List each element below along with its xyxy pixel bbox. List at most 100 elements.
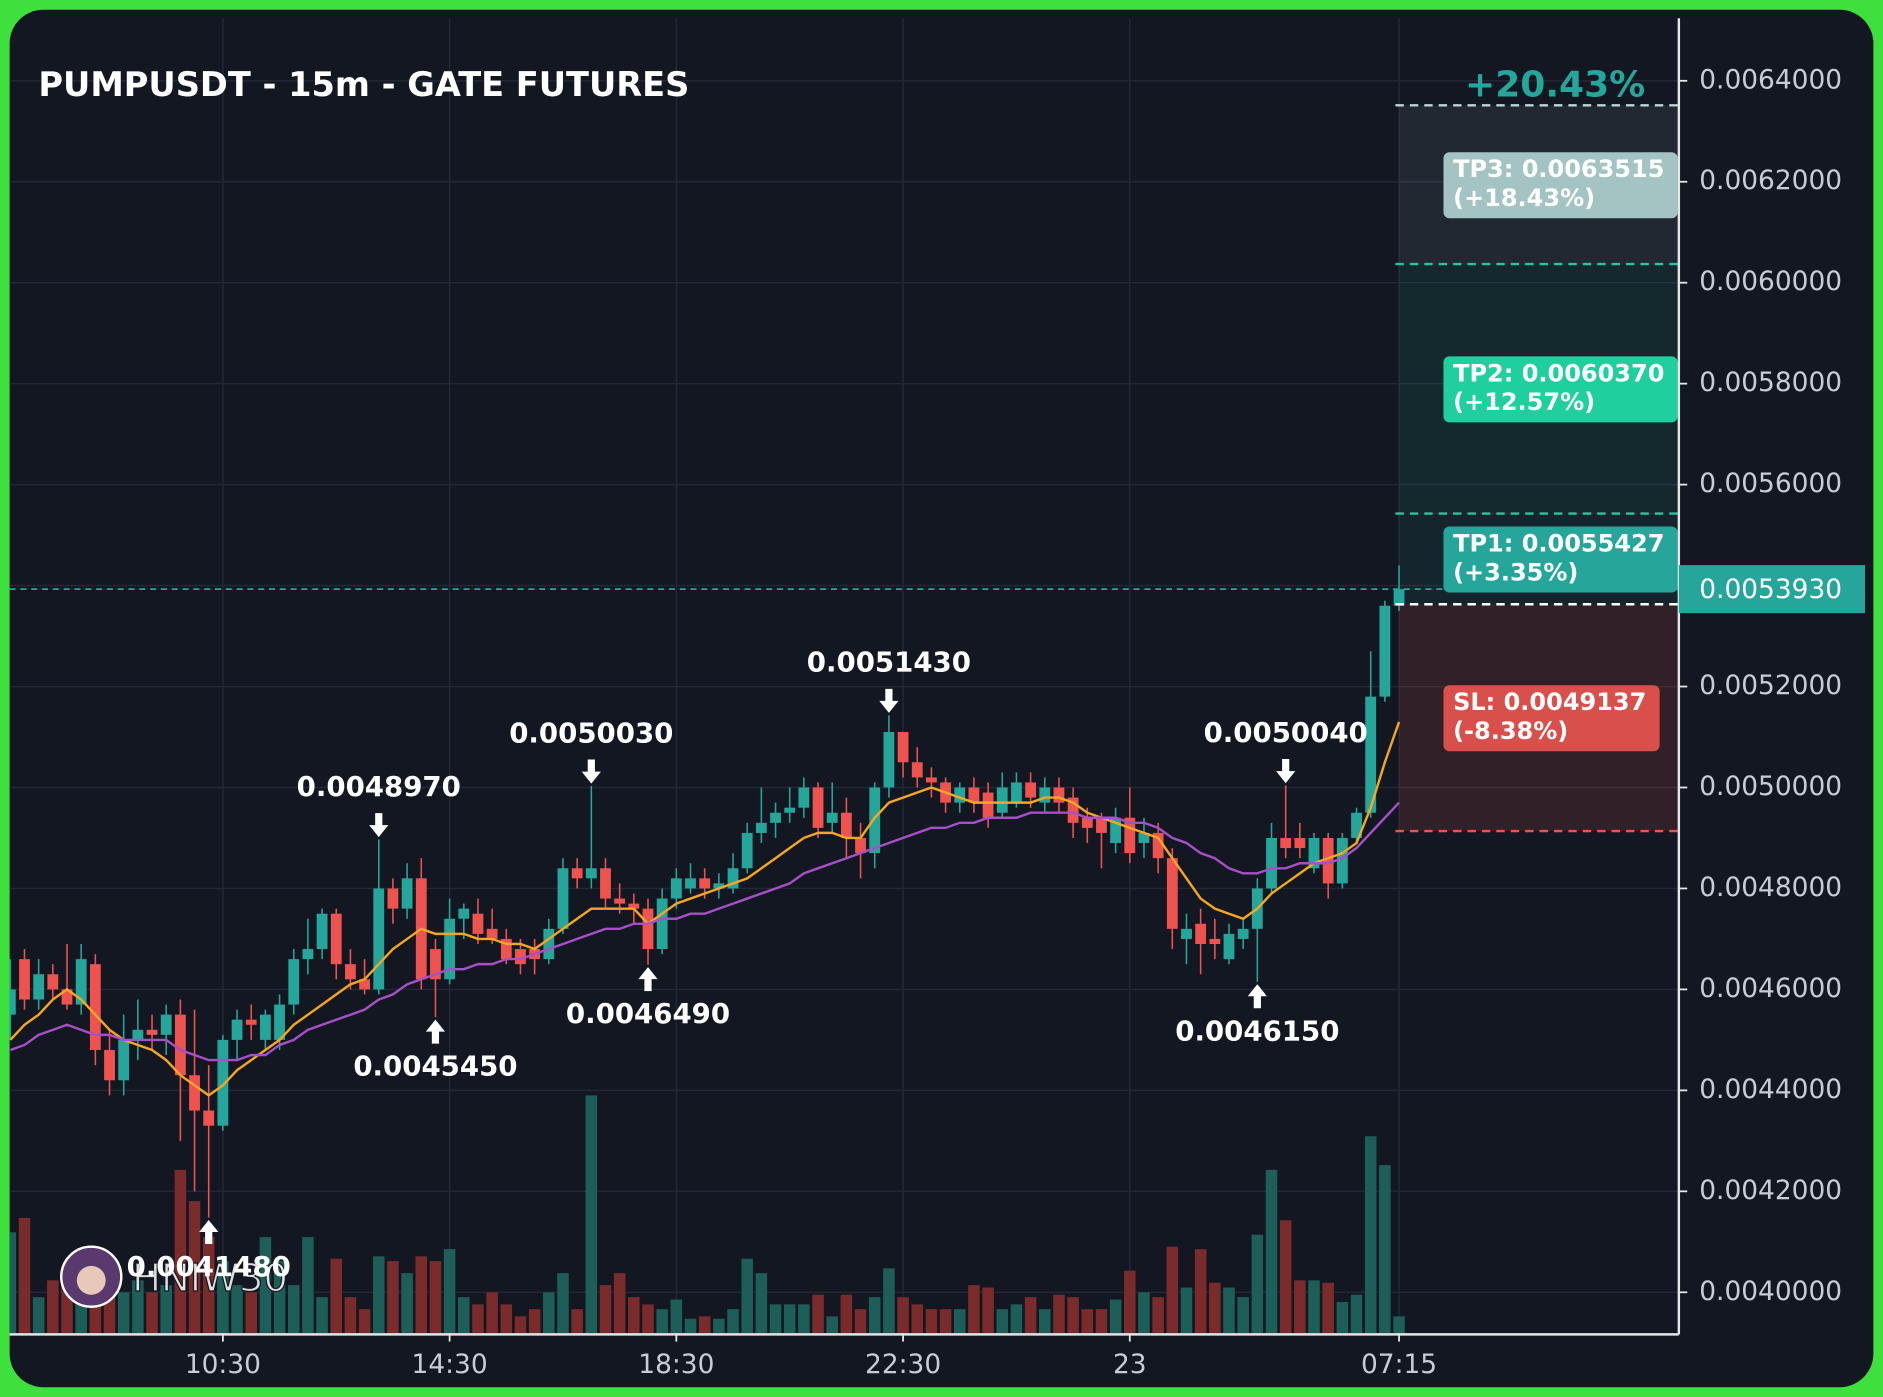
candle-body [1138,832,1150,844]
volume-bar [543,1292,555,1334]
annotation-label: 0.0050030 [509,716,673,749]
candle-body [1124,817,1136,854]
candle-body [869,787,881,854]
volume-bar [1124,1270,1136,1334]
volume-bar [344,1297,357,1334]
volume-bar [755,1273,768,1334]
volume-bar [1251,1234,1264,1334]
candle-body [359,979,370,990]
level-label: TP2: 0.0060370 [1453,359,1664,387]
candle-body [926,777,937,783]
candle-body [670,878,682,899]
candle-body [770,812,781,823]
volume-bar [528,1309,541,1334]
volume-bar [557,1273,569,1334]
candle-body [1351,812,1362,838]
candle-body [1308,837,1320,869]
annotation-label: 0.0050040 [1204,716,1368,749]
volume-bar [372,1256,385,1334]
volume-bar [146,1292,158,1334]
candle-body [826,812,838,823]
volume-bar [387,1261,399,1334]
candle-body [104,1049,115,1081]
y-tick-label: 0.0048000 [1699,872,1842,903]
candle-body [274,1004,285,1040]
volume-bar [188,1201,201,1334]
candle-body [996,787,1008,813]
candle-body [840,812,852,838]
overlay: TP3: 0.0063515(+18.43%) TP2: 0.0060370(+1… [60,65,1679,1308]
volume-bar [302,1237,314,1334]
volume-bar [18,1217,31,1334]
volume-bar [330,1258,343,1334]
volume-bar [103,1297,116,1334]
candle-body [1039,787,1051,803]
candle-body [1152,832,1164,859]
annotation-label: 0.0045450 [353,1050,517,1083]
y-tick-label: 0.0040000 [1699,1276,1842,1307]
volume-bar [514,1316,527,1334]
volume-bar [1081,1309,1094,1334]
candle-body [1322,837,1334,884]
candle-body [444,918,456,980]
candle-body [61,989,73,1005]
x-tick-label: 07:15 [1361,1349,1437,1380]
y-tick-label: 0.0052000 [1699,670,1842,701]
level-change: (+12.57%) [1453,388,1595,416]
volume-bar [47,1280,59,1334]
level-box [1443,526,1678,593]
candle-body [132,1029,144,1040]
candle-body [9,989,16,1015]
volume-bar [1024,1297,1037,1334]
candle-body [1110,817,1122,844]
volume-bar [1364,1136,1377,1334]
candle-body [954,787,966,803]
volume-bar [628,1297,640,1334]
top-label: +20.43% [1465,65,1645,106]
volume-bar [1067,1297,1079,1334]
volume-bar [1095,1309,1108,1334]
volume-bar [1379,1165,1391,1334]
x-tick-label: 18:30 [638,1349,714,1380]
candle-body [600,868,611,899]
volume-bar [259,1237,272,1334]
candle-body [1379,605,1391,697]
volume-bar [273,1261,286,1334]
volume-bar [429,1261,442,1334]
volume-bar [1166,1246,1179,1334]
volume-bar [996,1309,1009,1334]
candle-body [982,792,994,818]
volume-bar [925,1309,938,1334]
level-change: (-8.38%) [1453,717,1568,745]
candle-body [1011,782,1022,803]
volume-bar [1393,1316,1405,1334]
candle-body [33,974,45,1000]
candle-body [302,949,314,960]
volume-bar [911,1304,924,1334]
y-tick-label: 0.0058000 [1699,367,1842,398]
volume-bar [897,1297,909,1334]
candle-body [1393,589,1405,606]
candle-body [245,1019,257,1025]
annotation-arrow [1247,984,1267,1009]
volume-bar [698,1316,711,1334]
volume-bar [1180,1287,1193,1334]
level-label: SL: 0.0049137 [1453,688,1646,716]
level-change: (+3.35%) [1453,558,1578,586]
candle-body [1166,858,1178,929]
level-box [1443,685,1660,752]
volume-bar [245,1292,257,1334]
candle-body [203,1110,215,1126]
candle-body [1266,837,1277,889]
grid [9,18,1679,1334]
candle-body [486,928,498,939]
candle-body [1209,938,1221,944]
volume-bar [287,1285,300,1334]
candle-body [19,959,30,1000]
candle-body [784,807,796,813]
volume-bar [883,1268,895,1334]
volume-bar [613,1273,626,1334]
volume-bar [1152,1297,1164,1334]
plot-area [9,565,1679,1334]
